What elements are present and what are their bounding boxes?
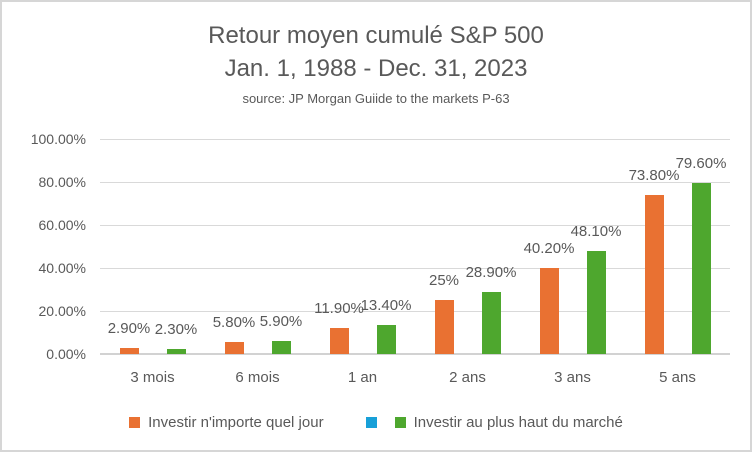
x-axis-category-label: 1 an <box>347 369 378 386</box>
gridline <box>100 268 730 269</box>
y-axis-tick-label: 0.00% <box>46 346 86 362</box>
bar <box>691 182 711 354</box>
bar <box>329 328 349 354</box>
y-axis-tick-label: 40.00% <box>38 260 86 276</box>
y-axis-tick-label: 60.00% <box>38 217 86 233</box>
legend-item: Investir au plus haut du marché <box>394 413 623 431</box>
data-label: 2.90% <box>107 319 151 337</box>
legend-label: Investir au plus haut du marché <box>413 413 623 431</box>
bar <box>434 300 454 354</box>
data-label: 25% <box>428 272 460 290</box>
bar <box>539 267 559 354</box>
chart-title: Retour moyen cumulé S&P 500 <box>208 22 544 49</box>
legend-swatch <box>365 416 377 428</box>
x-axis-category-label: 2 ans <box>449 369 486 386</box>
data-label: 28.90% <box>465 263 517 281</box>
y-axis-tick-label: 100.00% <box>30 131 86 147</box>
legend-item: Investir n'importe quel jour <box>129 413 324 431</box>
gridline <box>100 225 730 226</box>
bar <box>481 291 501 354</box>
bar <box>224 341 244 354</box>
legend-item <box>365 416 377 428</box>
data-label: 2.30% <box>154 321 198 339</box>
data-label: 79.60% <box>675 154 727 172</box>
data-label: 5.90% <box>259 313 303 331</box>
y-axis-tick-label: 20.00% <box>38 303 86 319</box>
chart-source-note: source: JP Morgan Guiide to the markets … <box>242 91 510 106</box>
chart-subtitle: Jan. 1, 1988 - Dec. 31, 2023 <box>224 55 528 82</box>
legend-label: Investir n'importe quel jour <box>148 413 324 431</box>
bar <box>644 195 664 354</box>
bar <box>166 349 186 354</box>
x-axis-category-label: 3 ans <box>554 369 591 386</box>
legend-swatch <box>394 416 406 428</box>
data-label: 13.40% <box>360 297 412 315</box>
gridline <box>100 311 730 312</box>
chart-legend: Investir n'importe quel jour Investir au … <box>2 411 750 433</box>
legend-swatch <box>129 416 141 428</box>
bar <box>119 347 139 354</box>
data-label: 73.80% <box>628 167 680 185</box>
data-label: 48.10% <box>570 222 622 240</box>
y-axis-tick-label: 80.00% <box>38 174 86 190</box>
bar <box>586 250 606 354</box>
bar <box>271 341 291 354</box>
gridline <box>100 139 730 140</box>
x-axis-line <box>100 353 730 355</box>
data-label: 40.20% <box>523 239 575 257</box>
gridline <box>100 182 730 183</box>
data-label: 11.90% <box>314 300 364 318</box>
x-axis-category-label: 6 mois <box>235 369 280 386</box>
x-axis-category-label: 3 mois <box>130 369 175 386</box>
x-axis-category-label: 5 ans <box>659 369 696 386</box>
bar <box>376 325 396 354</box>
data-label: 5.80% <box>212 313 256 331</box>
